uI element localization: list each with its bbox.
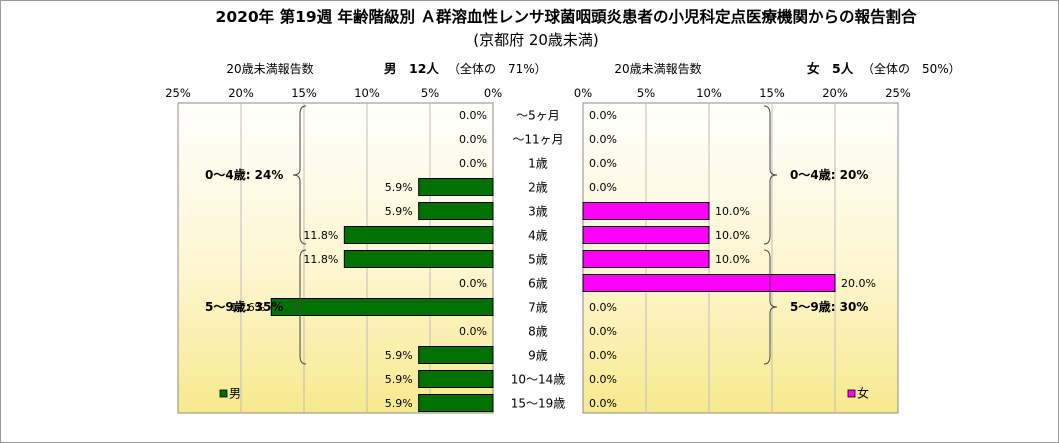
category-label: 7歳 — [528, 301, 548, 315]
male-bar — [418, 178, 494, 196]
female-group-brace — [763, 249, 778, 365]
male-group-brace — [292, 105, 307, 245]
male-bar — [270, 298, 494, 316]
right-tick-label: 0% — [574, 86, 592, 100]
category-label: 8歳 — [528, 325, 548, 339]
left-tick-label: 5% — [421, 86, 439, 100]
male-legend-swatch — [219, 389, 228, 398]
male-value-label: 0.0% — [459, 277, 487, 290]
category-label: 1歳 — [528, 157, 548, 171]
male-bar — [418, 346, 494, 364]
female-bar — [582, 250, 710, 268]
male-value-label: 5.9% — [385, 181, 413, 194]
female-value-label: 20.0% — [841, 277, 876, 290]
right-header-share: （全体の 50%） — [862, 61, 961, 76]
category-label: 3歳 — [528, 205, 548, 219]
category-label: ～11ヶ月 — [512, 133, 563, 147]
male-group-label: 0～4歳: 24% — [205, 167, 283, 182]
right-tick-label: 10% — [696, 86, 722, 100]
female-value-label: 10.0% — [715, 205, 750, 218]
female-value-label: 0.0% — [589, 157, 617, 170]
category-label: 2歳 — [528, 181, 548, 195]
female-group-brace — [763, 105, 778, 245]
female-value-label: 0.0% — [589, 301, 617, 314]
male-legend-label: 男 — [229, 387, 241, 401]
male-group-brace — [292, 249, 307, 365]
male-value-label: 17.6% — [230, 301, 265, 314]
right-tick-label: 20% — [822, 86, 848, 100]
male-bar — [418, 370, 494, 388]
left-tick-label: 25% — [165, 86, 191, 100]
female-legend-swatch — [847, 389, 856, 398]
right-header-summary: 女 5人 — [807, 61, 854, 76]
category-label: 5歳 — [528, 253, 548, 267]
female-group-label: 5～9歳: 30% — [790, 299, 868, 314]
left-header-summary: 男 12人 — [384, 61, 439, 76]
category-label: 9歳 — [528, 349, 548, 363]
female-value-label: 0.0% — [589, 109, 617, 122]
right-tick-label: 15% — [759, 86, 785, 100]
female-bar — [582, 226, 710, 244]
female-group-label: 0～4歳: 20% — [790, 167, 868, 182]
male-value-label: 11.8% — [303, 229, 338, 242]
male-value-label: 5.9% — [385, 373, 413, 386]
female-value-label: 0.0% — [589, 349, 617, 362]
male-value-label: 11.8% — [303, 253, 338, 266]
female-value-label: 0.0% — [589, 397, 617, 410]
right-header-label: 20歳未満報告数 — [614, 61, 701, 76]
female-value-label: 10.0% — [715, 229, 750, 242]
male-bar — [343, 226, 494, 244]
female-value-label: 0.0% — [589, 133, 617, 146]
category-label: 10～14歳 — [511, 373, 566, 387]
right-tick-label: 25% — [885, 86, 911, 100]
chart-subtitle: (京都府 20歳未満) — [473, 31, 599, 49]
female-value-label: 0.0% — [589, 181, 617, 194]
male-value-label: 5.9% — [385, 397, 413, 410]
female-value-label: 10.0% — [715, 253, 750, 266]
male-value-label: 0.0% — [459, 133, 487, 146]
right-tick-label: 5% — [637, 86, 655, 100]
male-group-label: 5～9歳: 35% — [205, 299, 283, 314]
female-value-label: 0.0% — [589, 373, 617, 386]
left-header-share: （全体の 71%） — [448, 61, 547, 76]
left-header-label: 20歳未満報告数 — [226, 61, 313, 76]
left-tick-label: 20% — [228, 86, 254, 100]
male-value-label: 0.0% — [459, 157, 487, 170]
left-tick-label: 10% — [354, 86, 380, 100]
male-value-label: 5.9% — [385, 349, 413, 362]
left-tick-label: 0% — [484, 86, 502, 100]
category-label: 6歳 — [528, 277, 548, 291]
category-label: 4歳 — [528, 229, 548, 243]
female-value-label: 0.0% — [589, 325, 617, 338]
male-bar — [343, 250, 494, 268]
male-bar — [418, 202, 494, 220]
male-value-label: 0.0% — [459, 325, 487, 338]
chart-title: 2020年 第19週 年齢階級別 Ａ群溶血性レンサ球菌咽頭炎患者の小児科定点医療… — [216, 7, 917, 26]
female-legend-label: 女 — [857, 386, 869, 401]
female-bar — [582, 202, 710, 220]
category-label: 15～19歳 — [511, 397, 566, 411]
male-value-label: 5.9% — [385, 205, 413, 218]
left-tick-label: 15% — [291, 86, 317, 100]
female-bar — [582, 274, 836, 292]
male-bar — [418, 394, 494, 412]
category-label: ～5ヶ月 — [516, 109, 560, 123]
male-value-label: 0.0% — [459, 109, 487, 122]
